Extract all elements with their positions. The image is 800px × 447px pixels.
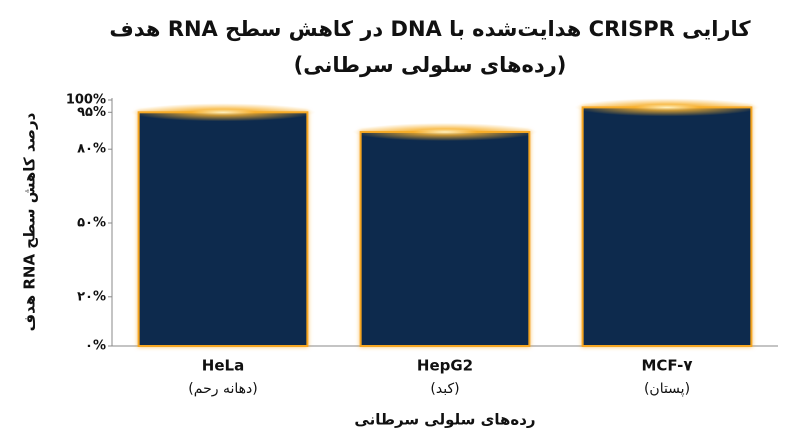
bar — [359, 130, 531, 347]
chart-title: کارایی CRISPR هدایت‌شده با DNA در کاهش س… — [109, 17, 751, 41]
y-tick-label: ۰% — [85, 339, 106, 354]
x-tick-sublabel: (پستان) — [644, 381, 690, 397]
y-tick-label: ۹۵% — [77, 105, 106, 120]
x-tick-sublabel: (کبد) — [430, 381, 459, 397]
chart-subtitle: (رده‌های سلولی سرطانی) — [294, 53, 567, 77]
bar-glow — [574, 98, 760, 117]
x-tick-label: HeLa — [202, 357, 244, 375]
x-tick-sublabel: (دهانه رحم) — [188, 381, 257, 397]
y-tick-label: ۲۰% — [77, 289, 106, 304]
bar — [581, 106, 753, 347]
x-axis-title: رده‌های سلولی سرطانی — [354, 411, 535, 429]
bar-glow — [130, 103, 316, 122]
x-tick-label: HepG2 — [417, 357, 473, 375]
y-axis-title: درصد کاهش سطح RNA هدف — [21, 112, 39, 331]
bar-glow — [352, 122, 538, 141]
y-tick-label: ۵۰% — [77, 216, 106, 231]
y-tick-label: ۸۰% — [77, 142, 106, 157]
bar — [137, 111, 309, 347]
x-tick-label: MCF-۷ — [641, 357, 692, 375]
y-tick-label: 100% — [66, 93, 106, 108]
